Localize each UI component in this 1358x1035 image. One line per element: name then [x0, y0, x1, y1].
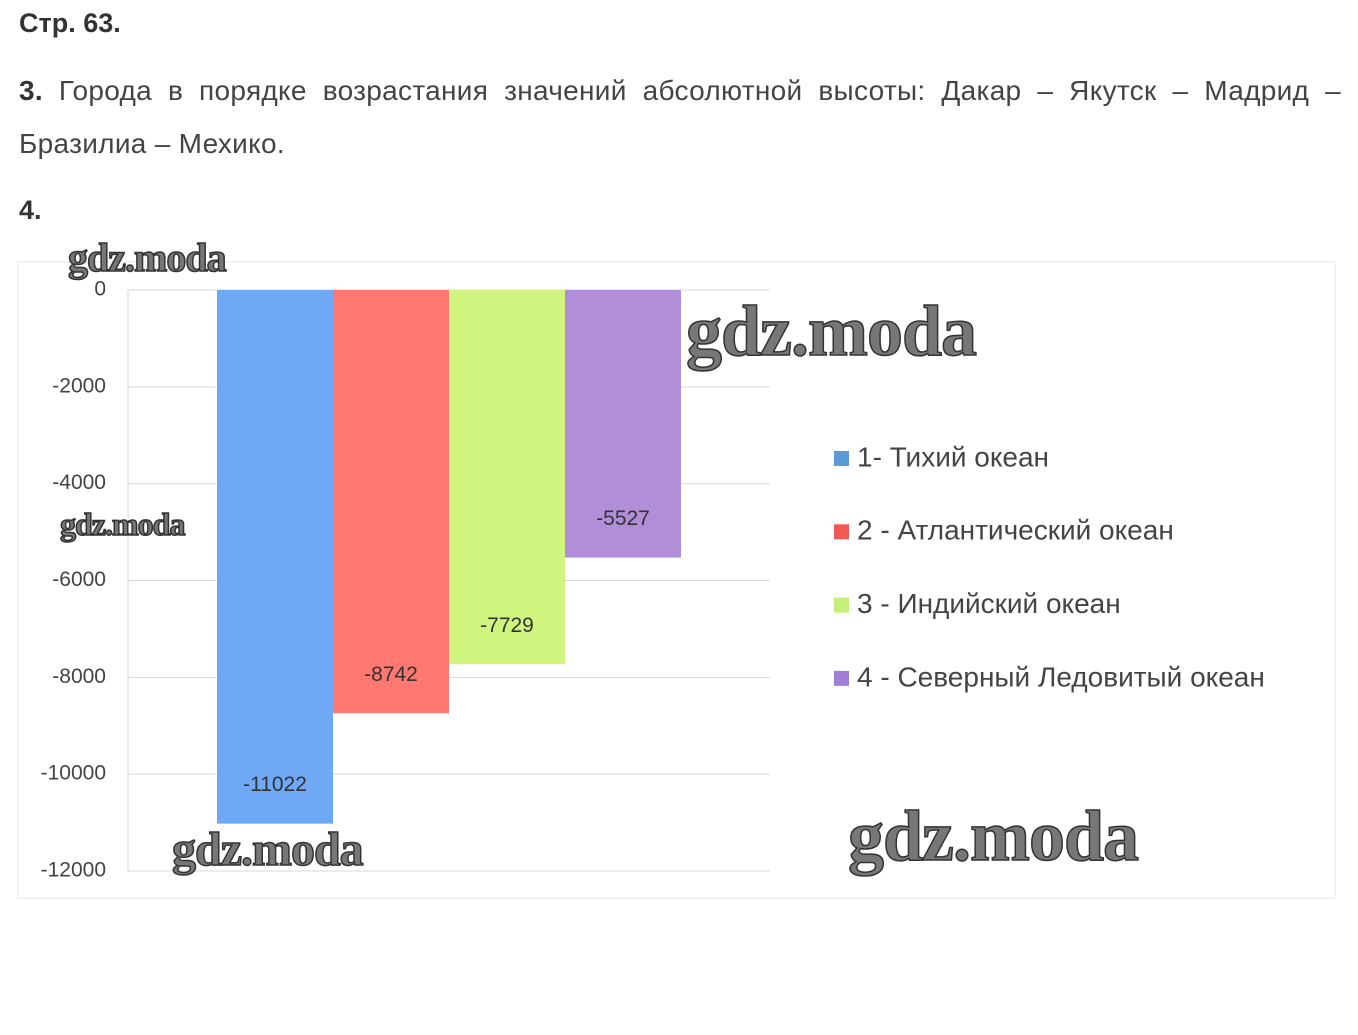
bar [333, 290, 449, 714]
item-number: 3. [19, 75, 43, 106]
item-text: Города в порядке возрастания значений аб… [19, 75, 1341, 159]
legend-swatch [834, 597, 849, 613]
legend-swatch [834, 670, 849, 686]
legend-label: 2 - Атлантический океан [857, 515, 1174, 546]
y-tick-label: -2000 [52, 374, 106, 397]
watermark: gdz.moda [847, 795, 1140, 877]
bar [217, 290, 333, 824]
data-label: -7729 [480, 614, 534, 637]
page-label: Стр. 63. [19, 8, 121, 38]
chart-frame [17, 261, 1336, 899]
y-tick-label: -10000 [41, 762, 106, 785]
legend-swatch [834, 451, 849, 466]
answer-3: 3. Города в порядке возрастания значений… [19, 64, 1341, 170]
watermark: gdz.moda [685, 290, 978, 372]
bar [449, 290, 565, 665]
item-number: 4. [19, 195, 42, 225]
legend-swatch [834, 524, 849, 540]
watermark: gdz.moda [67, 234, 227, 281]
data-label: -5527 [596, 507, 650, 530]
y-tick-label: -8000 [52, 665, 106, 688]
y-tick-label: -12000 [41, 859, 106, 882]
watermark: gdz.moda [171, 822, 364, 877]
y-tick-label: 0 [94, 278, 106, 301]
data-label: -8742 [364, 663, 418, 686]
y-tick-label: -4000 [52, 471, 106, 494]
legend-label: 1- Тихий океан [857, 441, 1049, 472]
y-tick-label: -6000 [52, 568, 106, 591]
bar [565, 290, 681, 558]
legend-label: 4 - Северный Ледовитый океан [857, 661, 1265, 692]
watermark: gdz.moda [59, 505, 186, 543]
data-label: -11022 [243, 773, 307, 796]
legend-label: 3 - Индийский океан [857, 588, 1121, 619]
